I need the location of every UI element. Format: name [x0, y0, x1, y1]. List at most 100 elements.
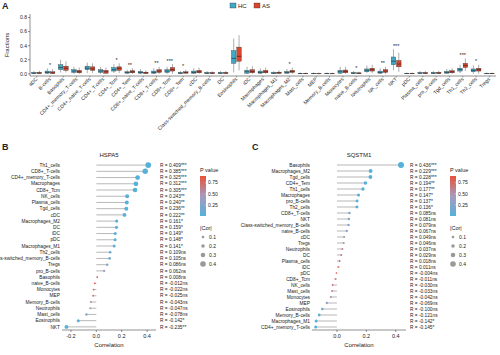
- x-tick-label: 0.2: [118, 333, 126, 339]
- significance: ***: [393, 43, 400, 49]
- x-tick-label: 0.2: [363, 333, 371, 339]
- dot: [340, 254, 342, 256]
- y-tick-label: cDC: [51, 213, 61, 218]
- box: [45, 71, 50, 73]
- box: [58, 65, 63, 70]
- y-tick-label: Th2_cells: [39, 250, 60, 255]
- x-tick-label: -0.2: [66, 333, 75, 339]
- size-key: [201, 244, 205, 248]
- stem: [95, 283, 97, 284]
- y-tick-label: Monocytes: [37, 287, 61, 292]
- legend-key: [254, 3, 260, 8]
- y-tick-label: Basophils: [289, 163, 310, 168]
- stem: [337, 255, 341, 256]
- x-tick-label: 0.4: [392, 333, 400, 339]
- y-tick-label: DC: [303, 253, 310, 258]
- legend-key: [230, 3, 236, 8]
- x-axis: [62, 330, 156, 331]
- box: [431, 72, 436, 73]
- median: [397, 64, 402, 65]
- value-label: R = -0.022ns: [160, 287, 188, 292]
- median: [490, 73, 495, 74]
- y-tick-label: Memory_B-cells: [276, 313, 311, 318]
- y-tick-label: CD4+_memory_T-cells: [11, 175, 61, 180]
- value-label: R = -0.121ns: [410, 313, 438, 318]
- box: [365, 69, 370, 72]
- dot: [348, 212, 350, 214]
- y-tick-label: Neutrophils: [36, 306, 61, 311]
- stem: [96, 239, 115, 240]
- value-label: R = -0.030ns: [410, 283, 438, 288]
- colorbar-tick: [455, 182, 456, 183]
- x-tick: [382, 76, 383, 78]
- colorbar-tick: [205, 204, 206, 205]
- y-tick-label: iDC: [302, 265, 311, 270]
- dot: [348, 218, 350, 220]
- stem: [96, 270, 104, 271]
- value-label: R = 0.018ns: [410, 259, 437, 264]
- x-tick-label: NKT: [387, 76, 398, 87]
- value-label: R = 0.067ns: [410, 229, 437, 234]
- x-tick: [156, 76, 157, 78]
- x-tick: [70, 330, 71, 332]
- box: [298, 73, 303, 75]
- box: [263, 70, 268, 72]
- y-tick-label: Monocytes: [287, 295, 311, 300]
- y-tick-label: DC: [53, 225, 60, 230]
- value-label: R = 0.436***: [410, 163, 437, 168]
- stem: [337, 189, 363, 190]
- median: [170, 69, 175, 70]
- median: [112, 69, 117, 70]
- value-label: R = 0.194**: [410, 181, 435, 186]
- value-label: R = 0.409***: [160, 163, 187, 168]
- y-tick-label: 0.2: [20, 57, 27, 63]
- x-tick: [143, 76, 144, 78]
- median: [325, 73, 330, 74]
- box: [144, 72, 149, 73]
- box: [72, 70, 77, 73]
- median: [330, 73, 335, 74]
- size-label: 0.2: [209, 243, 216, 249]
- dot: [334, 278, 336, 280]
- box: [325, 73, 330, 75]
- y-tick-label: naive_B-cells: [31, 281, 60, 286]
- x-tick-label: iDC: [241, 76, 251, 86]
- box: [370, 68, 375, 71]
- x-tick-label: 0.0: [333, 333, 341, 339]
- stem: [96, 183, 136, 184]
- stem: [96, 252, 110, 253]
- value-label: R = 0.305***: [160, 188, 187, 193]
- median: [423, 73, 428, 74]
- box: [37, 72, 42, 73]
- dot: [93, 289, 95, 291]
- stem: [322, 309, 337, 310]
- y-tick-label: iDC: [52, 231, 61, 236]
- box: [197, 70, 202, 72]
- x-tick: [476, 76, 477, 78]
- stem: [96, 208, 126, 209]
- box: [85, 66, 90, 70]
- lollipops: [314, 162, 404, 329]
- x-tick: [63, 76, 64, 78]
- y-tick-label: NK_cells: [41, 194, 61, 199]
- y-tick-label: Memory_B-cells: [26, 300, 61, 305]
- stem: [96, 221, 116, 222]
- x-tick: [356, 76, 357, 78]
- x-tick: [436, 76, 437, 78]
- box: [218, 72, 223, 73]
- box: [90, 67, 95, 71]
- box: [130, 71, 135, 73]
- median: [197, 71, 202, 72]
- y-tick-label: Th1_cells: [39, 163, 60, 168]
- x-tick-label: Mast_cells: [284, 76, 305, 97]
- x-tick: [236, 76, 237, 78]
- y-tick-label: CD8+_T-cells: [281, 211, 311, 216]
- x-tick-label: 0.4: [143, 333, 151, 339]
- dot: [106, 263, 108, 265]
- x-axis: [312, 330, 406, 331]
- box: [117, 67, 122, 71]
- median: [471, 70, 476, 71]
- dot: [336, 272, 338, 274]
- dot: [361, 187, 364, 190]
- median: [192, 72, 197, 73]
